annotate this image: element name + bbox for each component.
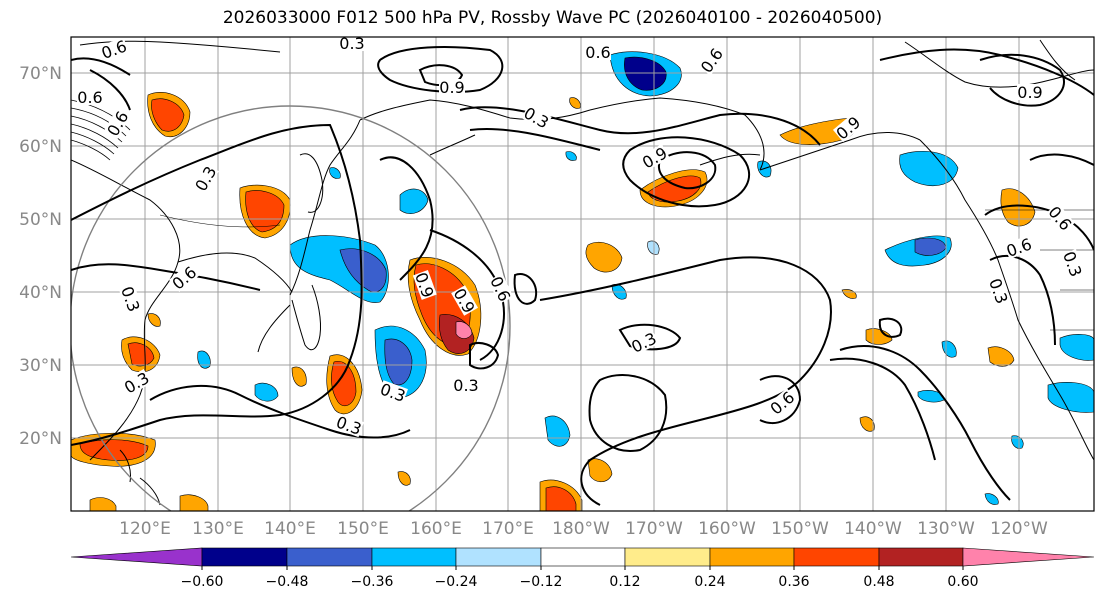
contour-label: 0.3	[453, 376, 478, 395]
lon-label-150e: 150°E	[337, 519, 389, 539]
contour-label-background	[697, 45, 726, 76]
lat-label-50n: 50°N	[19, 210, 62, 230]
lon-label-150w: 150°W	[771, 519, 829, 539]
contour-label-background	[412, 270, 437, 300]
contour-label-background	[1045, 202, 1075, 234]
map-title: 2026033000 F012 500 hPa PV, Rossby Wave …	[222, 8, 883, 28]
region-circle	[71, 105, 511, 511]
colorbar-bin	[709, 547, 795, 567]
lat-label-30n: 30°N	[19, 356, 62, 376]
contour-label-background	[628, 329, 659, 356]
latitude-labels: 70°N 60°N 50°N 40°N 30°N 20°N	[19, 64, 62, 449]
colorbar-bin	[540, 547, 626, 567]
lon-label-140w: 140°W	[844, 519, 902, 539]
colorbar-tick-label: 0.12	[609, 574, 640, 590]
lat-label-20n: 20°N	[19, 429, 62, 449]
colorbar	[70, 547, 1095, 567]
colorbar-bin	[878, 547, 964, 567]
colorbar-tick-label: −0.60	[181, 574, 224, 590]
longitude-labels: 120°E 130°E 140°E 150°E 160°E 170°E 180°…	[119, 519, 1048, 539]
colorbar-labels: −0.60 −0.48 −0.36 −0.24 −0.12 0.12 0.24 0.36 0.4…	[181, 566, 979, 590]
colorbar-tick-label: 0.60	[947, 574, 978, 590]
contour-label-background	[77, 89, 103, 105]
map-background	[71, 37, 1094, 511]
lon-label-130e: 130°E	[192, 519, 244, 539]
contour-label-background	[121, 368, 152, 396]
colorbar-bin	[962, 547, 1095, 567]
lon-label-130w: 130°W	[917, 519, 975, 539]
contour-label: 0.6	[585, 43, 610, 62]
colorbar-bin	[286, 547, 373, 567]
contour-label: 0.9	[439, 78, 464, 97]
contour-label-background	[585, 44, 611, 60]
colorbar-bin	[793, 547, 880, 567]
pv-contours	[71, 46, 1094, 506]
contour-label-background	[168, 263, 200, 293]
lon-label-170e: 170°E	[482, 519, 534, 539]
contour-label-background	[1060, 249, 1085, 279]
colorbar-bin	[624, 547, 711, 567]
contour-label-background	[99, 37, 129, 62]
colorbar-tick-label: 0.24	[694, 574, 725, 590]
lon-label-120w: 120°W	[990, 519, 1048, 539]
colorbar-tick-label: −0.48	[266, 574, 309, 590]
contour-label-background	[453, 377, 479, 393]
contour-label-background	[118, 284, 143, 314]
contour-label-background	[832, 113, 864, 143]
colorbar-tick-label: −0.12	[520, 574, 563, 590]
contour-label: 0.3	[339, 34, 364, 53]
contour-label: 0.6	[77, 88, 102, 107]
contour-label-background	[334, 413, 364, 438]
lon-label-140e: 140°E	[264, 519, 316, 539]
colorbar-bin	[70, 547, 203, 567]
lon-label-170w: 170°W	[625, 519, 683, 539]
lat-label-60n: 60°N	[19, 137, 62, 157]
contour-label-background	[439, 79, 465, 95]
contour-label-background	[378, 380, 408, 405]
colorbar-tick-label: 0.36	[778, 574, 809, 590]
lat-label-70n: 70°N	[19, 64, 62, 84]
coastlines	[71, 39, 1094, 506]
contour-label-background	[487, 273, 514, 304]
colorbar-bin	[455, 547, 542, 567]
lon-label-120e: 120°E	[119, 519, 171, 539]
colorbar-tick-label: −0.36	[351, 574, 394, 590]
contour-label-background	[1004, 235, 1034, 260]
contour-label-background	[639, 143, 670, 171]
lon-label-160e: 160°E	[410, 519, 462, 539]
contour-label: 0.9	[1017, 83, 1042, 102]
contour-label-background	[986, 276, 1011, 306]
lon-label-160w: 160°W	[698, 519, 756, 539]
contour-label-background	[451, 285, 479, 316]
colorbar-bin	[371, 547, 457, 567]
contour-label-background	[339, 37, 365, 51]
contour-label-background	[191, 163, 219, 194]
contour-label-background	[1017, 84, 1043, 100]
contour-label-background	[521, 103, 552, 131]
map-frame	[70, 36, 1095, 512]
colorbar-bin	[201, 547, 288, 567]
pv-anomaly-fill	[71, 51, 1094, 511]
contour-label-background	[766, 388, 798, 418]
lat-label-40n: 40°N	[19, 283, 62, 303]
dense-contours	[71, 99, 131, 161]
colorbar-tick-label: −0.24	[435, 574, 478, 590]
lon-label-180w: 180°W	[552, 519, 610, 539]
borders	[159, 209, 1094, 331]
contour-label-background	[103, 108, 131, 139]
colorbar-tick-label: 0.48	[863, 574, 894, 590]
